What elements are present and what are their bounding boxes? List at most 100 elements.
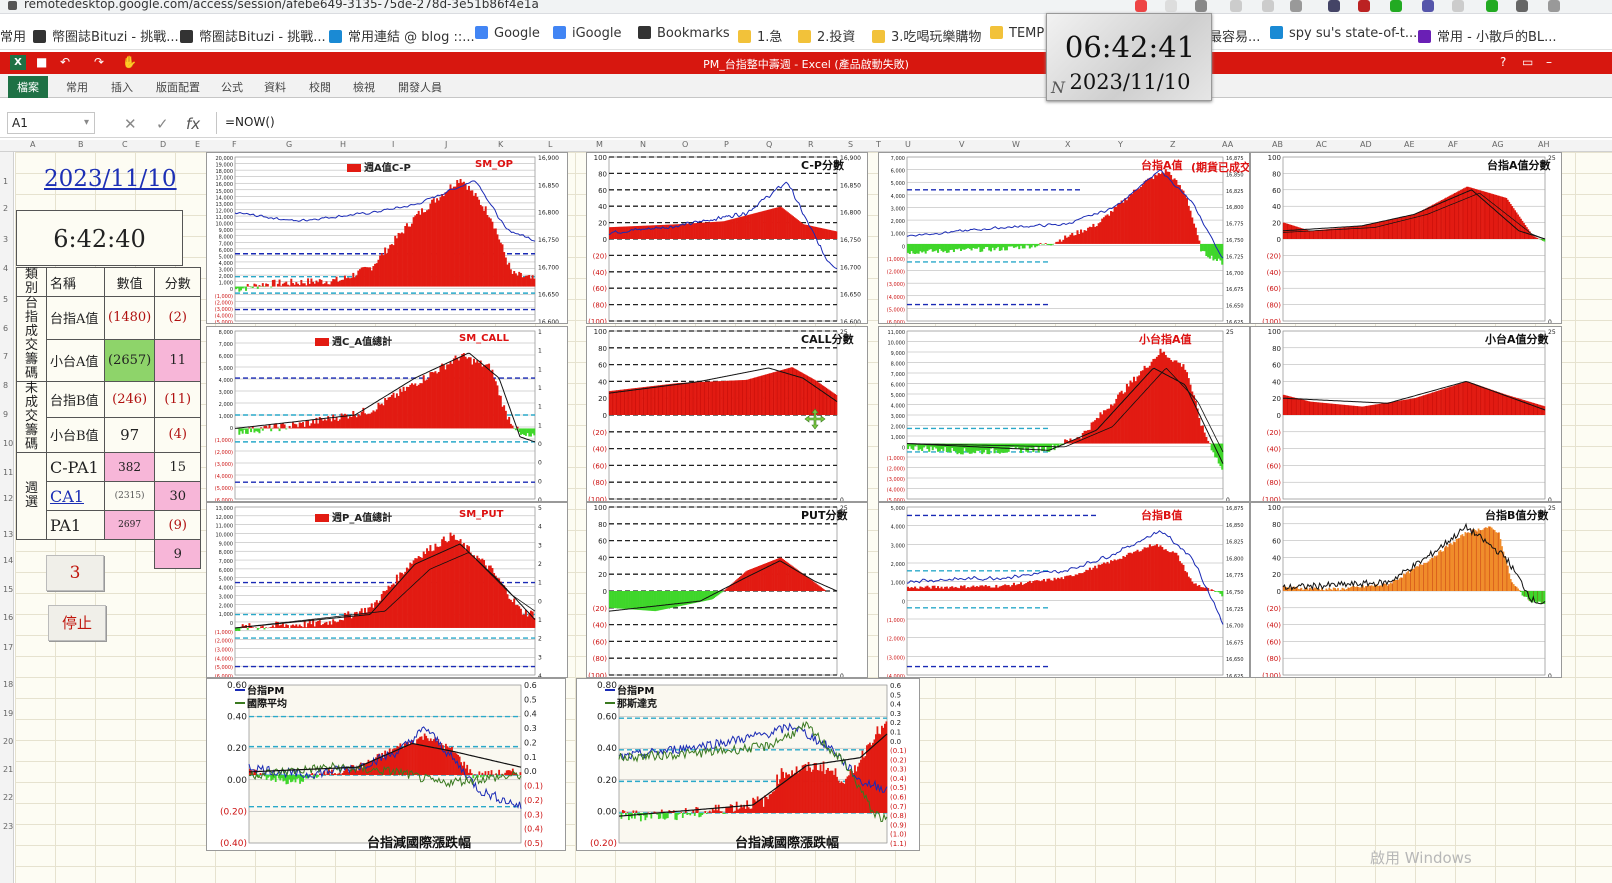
- header-name[interactable]: 名稱: [46, 267, 105, 297]
- row-header[interactable]: 11: [3, 468, 14, 477]
- column-header[interactable]: J: [445, 140, 448, 149]
- row-name-link[interactable]: CA1: [46, 481, 105, 511]
- column-header[interactable]: A: [30, 140, 36, 149]
- bookmark-item[interactable]: spy su's state-of-t...: [1270, 26, 1417, 41]
- ribbon-tab[interactable]: 檔案: [8, 76, 48, 98]
- browser-address-bar[interactable]: remotedesktop.google.com/access/session/…: [0, 0, 1612, 14]
- bookmark-item[interactable]: 常用 - 小散戶的BL...: [1418, 26, 1557, 45]
- name-box[interactable]: A1: [7, 112, 95, 134]
- extension-icon[interactable]: [1358, 0, 1370, 12]
- row-header[interactable]: 10: [3, 439, 14, 448]
- touch-mode-icon[interactable]: ✋: [122, 55, 137, 69]
- row-score[interactable]: (11): [154, 381, 202, 418]
- chart-weekly-call[interactable]: 8,000 7,000 6,000 5,000 4,000 3,000 2,000 1,000…: [206, 326, 568, 502]
- column-header[interactable]: Y: [1118, 140, 1123, 149]
- ribbon-tab[interactable]: 常用: [66, 81, 88, 94]
- column-header[interactable]: AB: [1272, 140, 1283, 149]
- row-score[interactable]: 15: [154, 452, 202, 482]
- chevron-down-icon[interactable]: ▾: [84, 117, 90, 128]
- column-header[interactable]: AE: [1404, 140, 1415, 149]
- column-header[interactable]: E: [195, 140, 201, 149]
- column-header[interactable]: AC: [1316, 140, 1327, 149]
- row-header[interactable]: 23: [3, 822, 14, 831]
- column-header[interactable]: P: [724, 140, 729, 149]
- cancel-icon[interactable]: ✕: [124, 115, 137, 133]
- column-header[interactable]: AH: [1538, 140, 1550, 149]
- extension-icon[interactable]: [1135, 0, 1147, 12]
- chart-cp-score[interactable]: 100 80 60 40 20 0 (20) (40) (60) (80) (100) 16,900 1…: [586, 152, 868, 324]
- chart-mtx-a-score[interactable]: 100 80 60 40 20 0 (20) (40) (60) (80) (100) 25 0 小台A值…: [1250, 326, 1562, 502]
- enter-icon[interactable]: ✓: [156, 115, 169, 133]
- chart-intl-diff[interactable]: 0.60 0.40 0.20 0.00 (0.20) (0.40) 0.6 0.5 0.4 0.3…: [206, 678, 566, 851]
- row-header[interactable]: 13: [3, 530, 14, 539]
- address-url[interactable]: remotedesktop.google.com/access/session/…: [24, 0, 539, 11]
- column-header[interactable]: D: [160, 140, 167, 149]
- row-score[interactable]: 11: [154, 338, 202, 382]
- clock-widget[interactable]: 06:42:41 2023/11/10 N: [1046, 13, 1212, 101]
- help-icon[interactable]: ?: [1500, 55, 1507, 69]
- category-weekly[interactable]: 週選: [16, 452, 47, 540]
- column-header[interactable]: F: [232, 140, 237, 149]
- bookmark-item[interactable]: Bookmarks: [638, 26, 730, 41]
- header-value[interactable]: 數值: [103, 267, 156, 297]
- ribbon-tab[interactable]: 檢視: [353, 81, 375, 94]
- ribbon-tab[interactable]: 開發人員: [398, 81, 442, 94]
- bookmark-item[interactable]: 常用連結 @ blog ::...: [329, 26, 475, 45]
- column-header[interactable]: AD: [1360, 140, 1372, 149]
- ribbon-tab[interactable]: 公式: [221, 81, 243, 94]
- row-header[interactable]: 17: [3, 643, 14, 652]
- row-header[interactable]: 15: [3, 585, 14, 594]
- row-score[interactable]: 30: [154, 481, 202, 511]
- column-header[interactable]: M: [596, 140, 603, 149]
- bookmark-item[interactable]: 常用: [0, 26, 26, 45]
- bookmark-item[interactable]: 3.吃喝玩樂購物: [872, 26, 981, 45]
- chart-weekly-put[interactable]: 13,000 12,000 11,000 10,000 9,000 8,000 7,000 6…: [206, 502, 568, 678]
- insert-function-icon[interactable]: fx: [186, 115, 201, 133]
- chart-tx-b-score[interactable]: 100 80 60 40 20 0 (20) (40) (60) (80) (100) 25 0 台指B值…: [1250, 502, 1562, 678]
- chart-call-score[interactable]: 100 80 60 40 20 0 (20) (40) (60) (80) (100) 25 0 CALL…: [586, 326, 868, 502]
- row-name[interactable]: C-PA1: [46, 452, 105, 482]
- share-icon[interactable]: [1230, 0, 1242, 12]
- extension-icon[interactable]: [1165, 0, 1177, 12]
- minimize-icon[interactable]: –: [1546, 55, 1552, 69]
- column-header[interactable]: AG: [1492, 140, 1504, 149]
- extension-icon[interactable]: [1328, 0, 1340, 12]
- chart-tx-a-score[interactable]: 100 80 60 40 20 0 (20) (40) (60) (80) (100) 25 0 台指A值…: [1250, 152, 1562, 324]
- row-header[interactable]: 1: [3, 177, 9, 186]
- row-header[interactable]: 19: [3, 709, 14, 718]
- count-button[interactable]: 3: [46, 555, 104, 591]
- row-value[interactable]: 382: [103, 452, 156, 482]
- column-header[interactable]: W: [1012, 140, 1020, 149]
- row-score[interactable]: (2): [154, 296, 202, 340]
- chart-tx-a-value[interactable]: 7,000 6,000 5,000 4,000 3,000 2,000 1,000 0 (1,0…: [878, 152, 1250, 324]
- formula-input[interactable]: =NOW(): [216, 112, 1606, 134]
- row-value[interactable]: (1480): [103, 296, 156, 340]
- row-header[interactable]: 14: [3, 556, 14, 565]
- row-name[interactable]: 台指B值: [46, 381, 105, 418]
- extension-icon[interactable]: [1195, 0, 1207, 12]
- bookmark-item[interactable]: 幣圈誌Bituzi - 挑戰...: [33, 26, 179, 45]
- chart-put-score[interactable]: 100 80 60 40 20 0 (20) (40) (60) (80) (100) 25 0 PUT分…: [586, 502, 868, 678]
- bookmark-item[interactable]: 2.投資: [798, 26, 855, 45]
- extension-icon[interactable]: [1422, 0, 1434, 12]
- extension-icon[interactable]: [1390, 0, 1402, 12]
- column-header[interactable]: R: [808, 140, 814, 149]
- column-header[interactable]: L: [548, 140, 553, 149]
- ribbon-tab[interactable]: 插入: [111, 81, 133, 94]
- row-score[interactable]: (4): [154, 416, 202, 453]
- bookmark-item[interactable]: iGoogle: [553, 26, 621, 41]
- redo-icon[interactable]: ↷: [94, 55, 105, 69]
- column-header[interactable]: C: [122, 140, 128, 149]
- row-value[interactable]: (246): [103, 381, 156, 418]
- category-untraded[interactable]: 未成交籌碼: [16, 381, 47, 453]
- save-icon[interactable]: ■: [36, 55, 48, 69]
- row-header[interactable]: 12: [3, 494, 14, 503]
- column-header[interactable]: V: [959, 140, 965, 149]
- row-name[interactable]: PA1: [46, 510, 105, 540]
- row-header[interactable]: 4: [3, 264, 9, 273]
- chart-weekly-cp[interactable]: 20,000 19,000 18,000 17,000 16,000 15,000 14,0…: [206, 152, 568, 324]
- row-name[interactable]: 小台A值: [46, 338, 105, 382]
- column-header[interactable]: G: [286, 140, 293, 149]
- puzzle-icon[interactable]: [1516, 0, 1528, 12]
- row-header[interactable]: 5: [3, 295, 9, 304]
